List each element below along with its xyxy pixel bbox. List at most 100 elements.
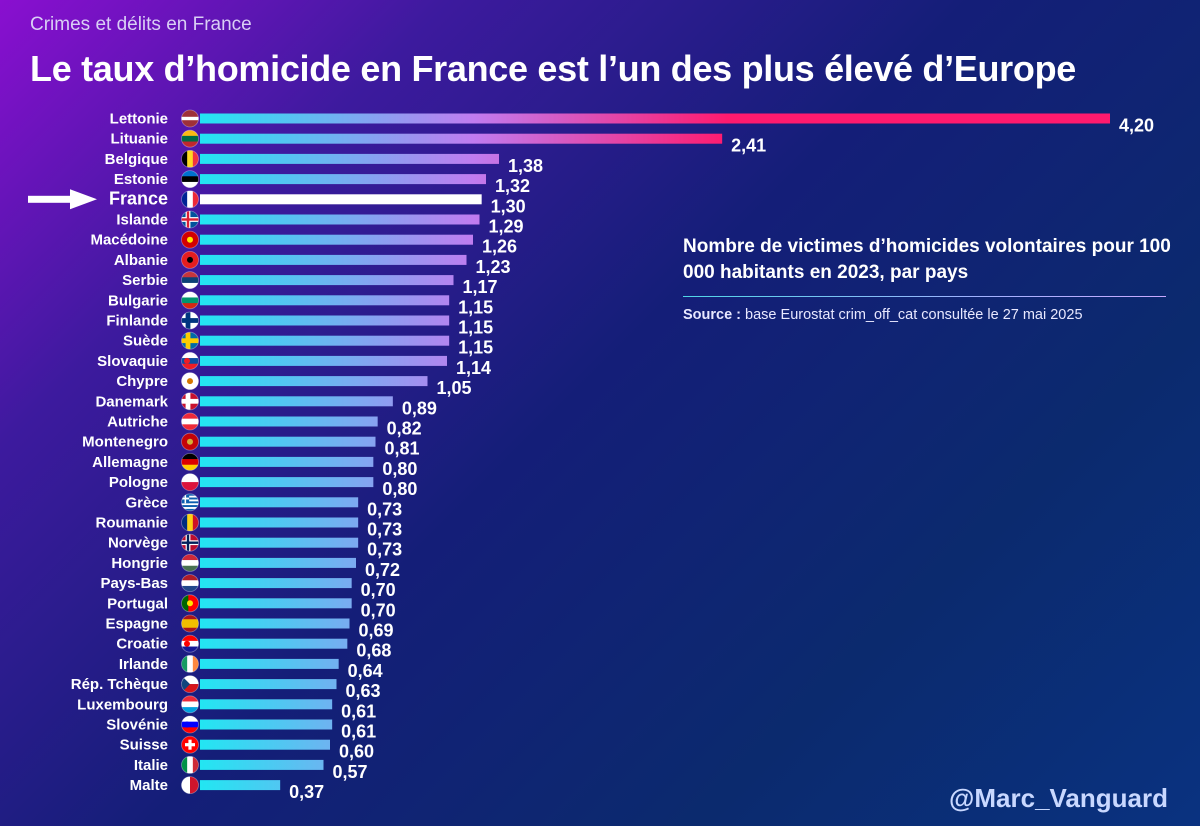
value-portugal: 0,70 xyxy=(361,600,396,620)
flag-irlande-icon xyxy=(181,655,199,673)
flag-luxembourg-icon xyxy=(181,695,199,713)
row-suede: Suède 1,15 xyxy=(123,331,493,358)
label-pologne: Pologne xyxy=(109,474,168,491)
flag-suisse-icon xyxy=(181,736,199,754)
row-chypre: Chypre 1,05 xyxy=(116,372,472,398)
flag-bulgarie-icon xyxy=(181,291,199,309)
row-roumanie: Roumanie 0,73 xyxy=(95,513,402,540)
flag-estonie-icon xyxy=(181,170,199,188)
flag-finlande-icon xyxy=(181,312,199,329)
label-roumanie: Roumanie xyxy=(95,515,168,532)
flag-albanie-icon xyxy=(181,251,199,269)
label-allemagne: Allemagne xyxy=(92,454,168,471)
value-belgique: 1,38 xyxy=(508,156,543,176)
row-croatie: Croatie 0,68 xyxy=(116,634,391,661)
row-islande: Islande 1,29 xyxy=(116,210,524,237)
flag-malte-icon xyxy=(181,776,199,794)
bar-serbie xyxy=(200,275,454,286)
row-albanie: Albanie 1,23 xyxy=(114,250,511,277)
label-norvege: Norvège xyxy=(108,535,168,552)
flag-montenegro-icon xyxy=(181,433,199,451)
label-bulgarie: Bulgarie xyxy=(108,292,168,309)
row-slovenie: Slovénie 0,61 xyxy=(106,715,376,742)
row-bulgarie: Bulgarie 1,15 xyxy=(108,291,493,317)
row-espagne: Espagne 0,69 xyxy=(105,614,394,641)
label-serbie: Serbie xyxy=(122,272,168,289)
source-note: Source : base Eurostat crim_off_cat cons… xyxy=(683,307,1173,323)
flag-suede-icon xyxy=(181,332,199,350)
flag-slovaquie-icon xyxy=(181,352,199,370)
bar-pologne xyxy=(200,477,374,488)
flag-allemagne-icon xyxy=(181,453,199,471)
row-belgique: Belgique 1,38 xyxy=(105,149,543,176)
flag-espagne-icon xyxy=(181,615,199,632)
flag-rep-tcheque-icon xyxy=(181,675,199,693)
bar-irlande xyxy=(200,658,339,669)
bar-portugal xyxy=(200,598,352,609)
bar-bulgarie xyxy=(200,295,450,306)
value-albanie: 1,23 xyxy=(476,257,511,277)
label-croatie: Croatie xyxy=(116,636,168,653)
row-hongrie: Hongrie 0,72 xyxy=(111,554,400,580)
flag-croatie-icon xyxy=(181,635,199,653)
source-label: Source : xyxy=(683,307,742,323)
label-estonie: Estonie xyxy=(114,171,168,188)
chart-note: Nombre de victimes d’homicides volontair… xyxy=(683,234,1173,323)
label-belgique: Belgique xyxy=(105,151,168,168)
bar-slovaquie xyxy=(200,355,447,366)
bar-france xyxy=(200,194,482,205)
label-danemark: Danemark xyxy=(95,393,168,410)
bar-chypre xyxy=(200,376,428,387)
label-chypre: Chypre xyxy=(116,373,168,390)
label-france: France xyxy=(109,188,168,208)
label-lituanie: Lituanie xyxy=(110,131,168,148)
value-serbie: 1,17 xyxy=(463,277,498,297)
bar-luxembourg xyxy=(200,699,333,710)
value-slovenie: 0,61 xyxy=(341,722,376,742)
source-text: base Eurostat crim_off_cat consultée le … xyxy=(745,307,1083,323)
bar-danemark xyxy=(200,396,393,407)
flag-autriche-icon xyxy=(181,413,199,430)
bar-roumanie xyxy=(200,517,359,528)
flag-chypre-icon xyxy=(181,372,199,390)
flag-macedoine-icon xyxy=(181,231,199,249)
author-handle: @Marc_Vanguard xyxy=(949,783,1168,813)
label-espagne: Espagne xyxy=(105,616,168,633)
bar-malte xyxy=(200,780,281,791)
row-finlande: Finlande 1,15 xyxy=(106,311,493,338)
label-suisse: Suisse xyxy=(120,737,168,754)
bar-rep-tcheque xyxy=(200,679,337,690)
value-italie: 0,57 xyxy=(333,762,368,782)
bar-belgique xyxy=(200,153,499,164)
value-autriche: 0,82 xyxy=(387,419,422,439)
value-bulgarie: 1,15 xyxy=(458,297,493,317)
flag-danemark-icon xyxy=(181,392,199,410)
value-suisse: 0,60 xyxy=(339,742,374,762)
flag-portugal-icon xyxy=(181,594,199,612)
label-slovaquie: Slovaquie xyxy=(97,353,168,370)
flag-lettonie-icon xyxy=(181,110,199,127)
flag-hongrie-icon xyxy=(181,554,199,572)
value-pays-bas: 0,70 xyxy=(361,580,396,600)
row-autriche: Autriche 0,82 xyxy=(107,412,422,439)
value-estonie: 1,32 xyxy=(495,176,530,196)
chart-kicker: Crimes et délits en France xyxy=(30,14,252,35)
value-slovaquie: 1,14 xyxy=(456,358,491,378)
label-grece: Grèce xyxy=(125,494,168,511)
bar-autriche xyxy=(200,416,378,427)
row-irlande: Irlande 0,64 xyxy=(119,655,383,681)
row-pays-bas: Pays-Bas 0,70 xyxy=(100,574,396,600)
row-portugal: Portugal 0,70 xyxy=(107,594,396,620)
row-france: France 1,30 xyxy=(109,188,526,216)
bar-italie xyxy=(200,759,324,770)
bar-espagne xyxy=(200,618,350,629)
bar-lettonie xyxy=(200,113,1110,124)
label-italie: Italie xyxy=(134,757,168,774)
bar-suisse xyxy=(200,739,330,750)
bar-grece xyxy=(200,497,359,508)
value-finlande: 1,15 xyxy=(458,318,493,338)
flag-belgique-icon xyxy=(181,150,199,168)
value-chypre: 1,05 xyxy=(437,378,472,398)
bar-estonie xyxy=(200,174,486,185)
label-macedoine: Macédoine xyxy=(90,232,168,249)
